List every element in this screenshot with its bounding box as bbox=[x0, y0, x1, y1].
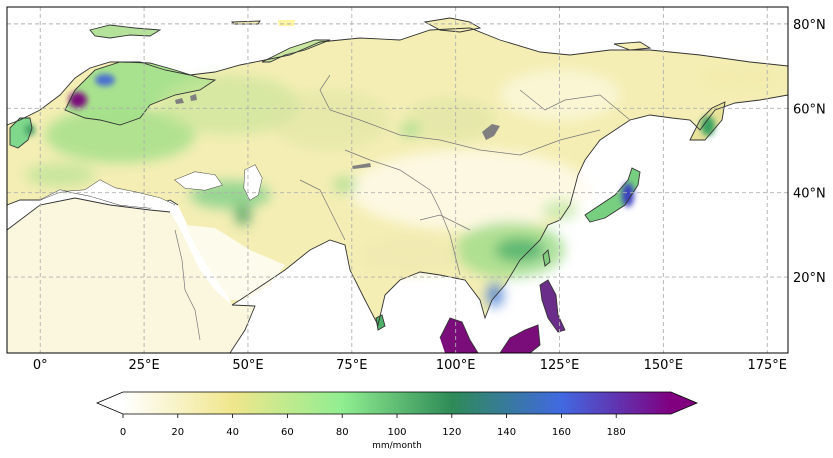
colorbar-body bbox=[123, 392, 671, 414]
map-plot-area bbox=[7, 7, 788, 353]
country-borders bbox=[174, 74, 631, 341]
colorbar-tick-label: 180 bbox=[607, 427, 626, 438]
colorbar-tick-label: 100 bbox=[387, 427, 406, 438]
colorbar: 0 20 40 60 80 100 120 140 160 180 mm/month bbox=[95, 391, 699, 451]
longitude-tick-label: 75°E bbox=[336, 358, 367, 373]
africa-landmass bbox=[7, 198, 255, 353]
colorbar-outline bbox=[95, 391, 699, 415]
colorbar-tick-label: 0 bbox=[120, 427, 126, 438]
black-sea bbox=[175, 172, 222, 190]
longitude-tick-label: 50°E bbox=[232, 358, 263, 373]
longitude-tick-label: 125°E bbox=[540, 358, 580, 373]
colorbar-tick-label: 80 bbox=[336, 427, 349, 438]
mediterranean-sea bbox=[40, 180, 175, 208]
colorbar-label: mm/month bbox=[372, 441, 422, 451]
map-gridlines bbox=[7, 7, 788, 353]
colorbar-tick-label: 140 bbox=[497, 427, 516, 438]
colorbar-extend-min bbox=[97, 392, 123, 414]
map-frame bbox=[6, 6, 789, 354]
colorbar-tick-label: 120 bbox=[442, 427, 461, 438]
japan-landmass bbox=[585, 168, 640, 222]
longitude-tick-labels: 0° 25°E 50°E 75°E 100°E 125°E 150°E 175°E bbox=[33, 358, 787, 373]
longitude-tick-label: 100°E bbox=[436, 358, 476, 373]
colorbar-ticks: 0 20 40 60 80 100 120 140 160 180 bbox=[120, 414, 626, 438]
latitude-tick-label: 20°N bbox=[793, 271, 826, 286]
sumatra-landmass bbox=[440, 318, 478, 353]
longitude-tick-label: 175°E bbox=[747, 358, 787, 373]
colorbar-tick-label: 160 bbox=[552, 427, 571, 438]
longitude-tick-label: 0° bbox=[33, 358, 48, 373]
latitude-tick-label: 40°N bbox=[793, 187, 826, 202]
latitude-tick-label: 80°N bbox=[793, 18, 826, 33]
britain-landmass bbox=[10, 118, 32, 148]
latitude-tick-label: 60°N bbox=[793, 102, 826, 117]
precipitation-field bbox=[7, 18, 788, 353]
longitude-tick-label: 150°E bbox=[644, 358, 684, 373]
longitude-tick-label: 25°E bbox=[128, 358, 159, 373]
colorbar-tick-label: 40 bbox=[226, 427, 239, 438]
caspian-sea bbox=[244, 165, 262, 200]
lakes bbox=[175, 94, 500, 169]
borneo-landmass bbox=[500, 325, 540, 353]
colorbar-tick-label: 60 bbox=[281, 427, 294, 438]
colorbar-extend-max bbox=[671, 392, 697, 414]
latitude-tick-labels: 80°N 60°N 40°N 20°N bbox=[793, 18, 826, 286]
colorbar-tick-label: 20 bbox=[171, 427, 184, 438]
